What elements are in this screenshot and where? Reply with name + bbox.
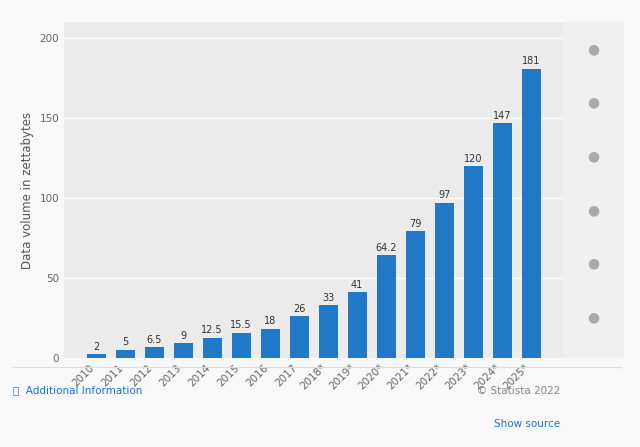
Text: 64.2: 64.2 [375,243,397,253]
Bar [493,123,511,358]
Bar [232,333,250,358]
Bar [319,305,337,358]
Bar [435,203,454,358]
Text: 6.5: 6.5 [147,335,162,345]
Text: ●: ● [588,257,600,271]
Bar [173,343,193,358]
Bar [348,292,367,358]
Text: 33: 33 [322,292,334,303]
Y-axis label: Data volume in zettabytes: Data volume in zettabytes [21,111,34,269]
Bar [86,354,106,358]
Bar [406,232,424,358]
Text: 18: 18 [264,316,276,326]
Bar [290,316,308,358]
Bar [522,69,541,358]
Text: 147: 147 [493,110,511,121]
Bar [116,350,134,358]
Text: 181: 181 [522,56,540,66]
Text: ●: ● [588,310,600,325]
Text: 2: 2 [93,342,99,352]
Text: ●: ● [588,149,600,164]
Text: 26: 26 [293,304,305,314]
Text: © Statista 2022: © Statista 2022 [477,386,560,396]
Text: 15.5: 15.5 [230,320,252,330]
Text: 41: 41 [351,280,364,290]
Text: 120: 120 [464,154,483,164]
Text: ●: ● [588,42,600,56]
Text: ⓘ  Additional Information: ⓘ Additional Information [13,386,142,396]
Text: Show source: Show source [494,419,560,429]
Bar [145,347,164,358]
Bar [260,329,280,358]
Text: 5: 5 [122,337,128,347]
Text: 9: 9 [180,331,186,341]
Text: 12.5: 12.5 [202,325,223,335]
Text: ●: ● [588,203,600,217]
Text: ●: ● [588,96,600,110]
Text: 79: 79 [409,219,421,229]
Bar [377,255,396,358]
Text: 97: 97 [438,190,451,200]
Bar [203,337,221,358]
Bar [463,166,483,358]
